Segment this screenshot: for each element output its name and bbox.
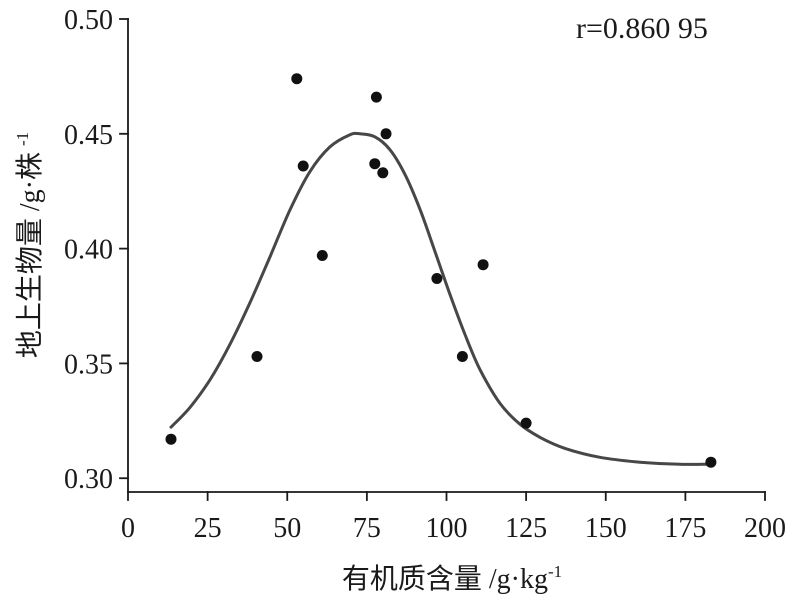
data-point xyxy=(705,456,717,468)
x-tick-label: 150 xyxy=(585,513,627,544)
data-point xyxy=(165,433,177,445)
x-tick-label: 25 xyxy=(194,513,222,544)
x-axis-title-exponent: -1 xyxy=(548,562,562,581)
data-point xyxy=(316,250,328,261)
x-axis-tick-labels: 0 25 50 75 100 125 150 175 200 xyxy=(121,513,786,544)
y-tick-label: 0.45 xyxy=(64,120,113,151)
x-tick-label: 75 xyxy=(353,513,381,544)
data-point xyxy=(477,259,489,271)
data-points xyxy=(165,73,717,468)
data-point xyxy=(380,128,392,140)
data-point xyxy=(520,417,532,429)
fitted-curve xyxy=(169,131,712,466)
x-axis-title-unit: /g·kg xyxy=(482,564,548,595)
y-axis-title: 地上生物量 /g·株 -1 xyxy=(13,132,46,358)
x-tick-label: 100 xyxy=(426,513,468,544)
y-axis-title-exponent: -1 xyxy=(13,132,32,146)
axes xyxy=(127,18,766,493)
y-axis-ticks xyxy=(119,18,129,480)
data-point xyxy=(370,91,382,103)
x-axis-ticks xyxy=(127,491,766,501)
x-tick-label: 50 xyxy=(273,513,301,544)
data-point xyxy=(456,351,468,362)
x-tick-label: 175 xyxy=(664,513,706,544)
data-point xyxy=(291,73,303,85)
data-point xyxy=(369,158,381,170)
x-axis-title-text: 有机质含量 xyxy=(342,562,482,595)
y-axis-tick-labels: 0.30 0.35 0.40 0.45 0.50 xyxy=(64,5,113,495)
data-point xyxy=(251,351,263,362)
y-tick-label: 0.50 xyxy=(64,5,113,36)
y-axis-title-text: 地上生物量 xyxy=(13,218,46,358)
data-point xyxy=(431,273,443,284)
x-tick-label: 200 xyxy=(744,513,786,544)
y-tick-label: 0.40 xyxy=(64,235,113,266)
data-point xyxy=(377,167,389,179)
y-tick-label: 0.35 xyxy=(64,349,113,380)
correlation-annotation: r=0.860 95 xyxy=(576,12,708,45)
data-point xyxy=(297,160,309,172)
x-tick-label: 0 xyxy=(121,513,135,544)
y-tick-label: 0.30 xyxy=(64,464,113,495)
x-axis-title: 有机质含量 /g·kg-1 xyxy=(342,562,562,595)
x-tick-label: 125 xyxy=(505,513,547,544)
y-axis-title-unit: /g·株 xyxy=(14,152,46,218)
